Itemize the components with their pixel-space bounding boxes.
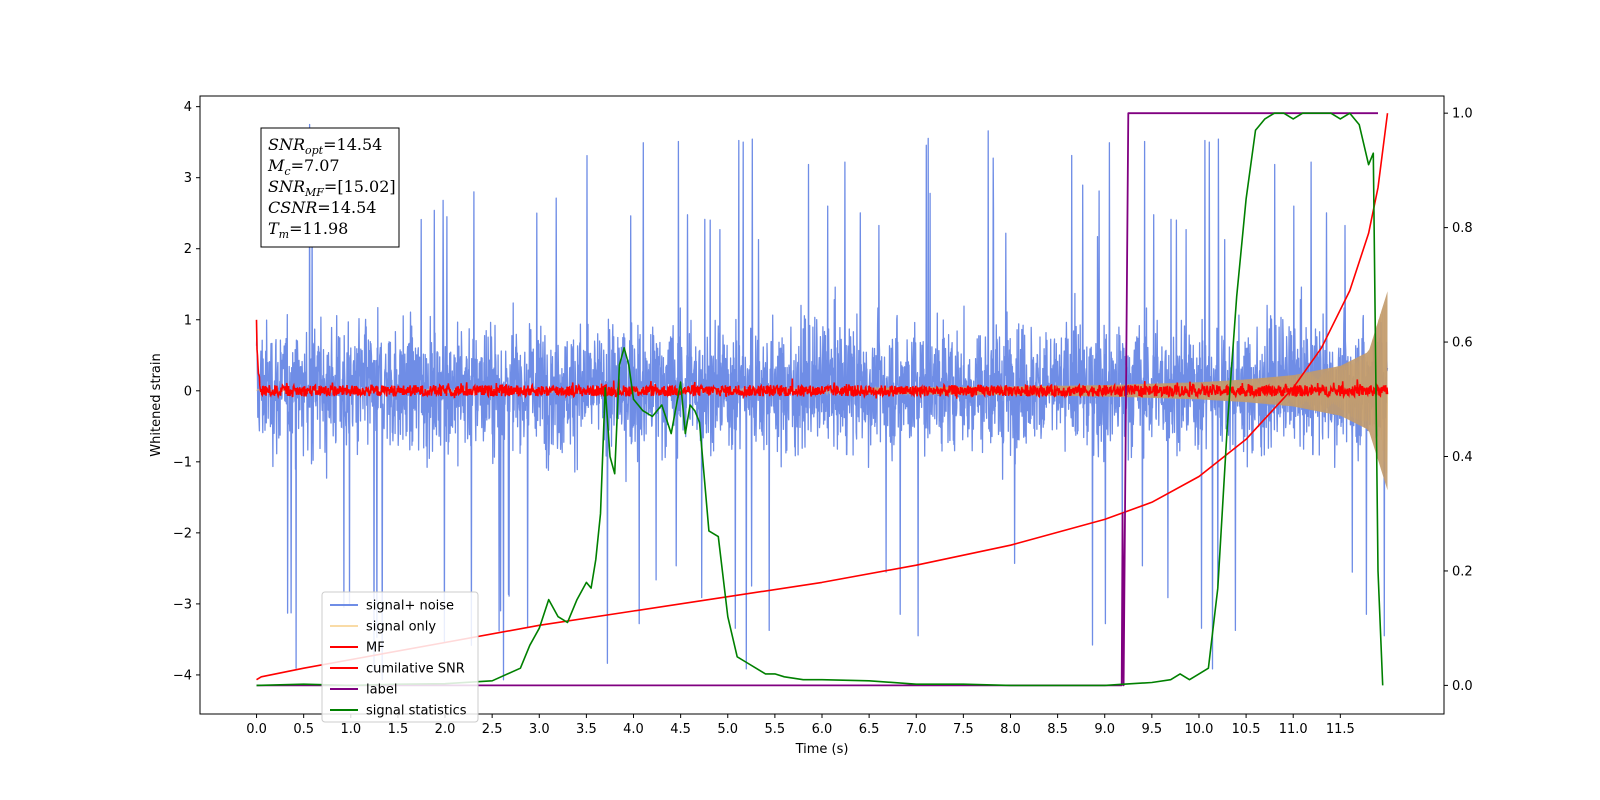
legend-label: label: [366, 683, 397, 698]
x-tick-label: 11.5: [1326, 722, 1355, 737]
x-tick-label: 4.0: [623, 722, 644, 737]
series-label: [256, 112, 1378, 687]
y-axis-left: 4 3 2 1 0 −1 −2 −3 −4: [173, 100, 200, 683]
annotation-line: Mc=7.07: [267, 156, 340, 178]
annotation-value: =14.54: [323, 135, 382, 154]
annotation-line: Tm=11.98: [268, 219, 348, 241]
y-axis-right: 1.0 0.8 0.6 0.4 0.2 0.0: [1444, 107, 1473, 694]
annotation-value: =[15.02]: [324, 177, 396, 196]
x-axis: 0.0 0.5 1.0 1.5 2.0 2.5 3.0 3.5 4.0 4.5 5.0 5.5 6.0 6…: [246, 714, 1355, 737]
legend-label: cumilative SNR: [366, 662, 465, 677]
annotation-symbol: SNR: [268, 135, 305, 154]
x-tick-label: 5.5: [765, 722, 786, 737]
x-tick-label: 2.5: [482, 722, 503, 737]
x-tick-label: 8.0: [1000, 722, 1021, 737]
annotation-subscript: MF: [304, 186, 324, 199]
x-tick-label: 7.5: [953, 722, 974, 737]
x-tick-label: 11.0: [1279, 722, 1308, 737]
legend-label: signal+ noise: [366, 599, 454, 614]
legend-frame: [321, 591, 479, 723]
y-tick-label-left: −1: [173, 455, 192, 470]
y-tick-label-right: 0.2: [1452, 564, 1473, 579]
x-tick-label: 10.0: [1184, 722, 1213, 737]
x-tick-label: 1.0: [340, 722, 361, 737]
x-tick-label: 6.0: [812, 722, 833, 737]
annotation-line: SNRopt=14.54: [268, 135, 382, 157]
annotation-value: =14.54: [317, 198, 376, 217]
y-tick-label-left: 1: [184, 313, 192, 328]
x-tick-label: 0.0: [246, 722, 267, 737]
x-tick-label: 10.5: [1232, 722, 1261, 737]
x-tick-label: 5.0: [717, 722, 738, 737]
annotation-line: CSNR=14.54: [268, 198, 376, 217]
y-tick-label-left: −3: [173, 597, 192, 612]
annotation-value: =11.98: [289, 219, 348, 238]
x-tick-label: 7.0: [906, 722, 927, 737]
annotation-symbol: SNR: [268, 177, 305, 196]
x-tick-label: 0.5: [293, 722, 314, 737]
annotation-line: SNRMF=[15.02]: [268, 177, 396, 199]
y-axis-label: Whitened strain: [149, 353, 164, 456]
y-tick-label-left: 4: [184, 100, 192, 115]
y-tick-label-left: −4: [173, 668, 192, 683]
annotation-value: =7.07: [291, 156, 340, 175]
x-tick-label: 9.0: [1094, 722, 1115, 737]
x-tick-label: 1.5: [388, 722, 409, 737]
y-tick-label-left: −2: [173, 526, 192, 541]
legend-label: MF: [366, 641, 385, 656]
legend: signal+ noise signal only MF cumilative SNR…: [321, 591, 479, 723]
annotation-symbol: CSNR: [268, 198, 317, 217]
y-tick-label-right: 1.0: [1452, 107, 1473, 122]
x-tick-label: 4.5: [670, 722, 691, 737]
annotation-box: SNRopt=14.54Mc=7.07SNRMF=[15.02]CSNR=14.…: [260, 127, 400, 248]
x-tick-label: 6.5: [859, 722, 880, 737]
y-tick-label-right: 0.0: [1452, 679, 1473, 694]
y-tick-label-right: 0.6: [1452, 336, 1473, 351]
x-tick-label: 9.5: [1142, 722, 1163, 737]
y-tick-label-right: 0.8: [1452, 221, 1473, 236]
annotation-symbol: M: [267, 156, 285, 175]
x-tick-label: 2.0: [435, 722, 456, 737]
y-tick-label-left: 3: [184, 171, 192, 186]
x-tick-label: 3.5: [576, 722, 597, 737]
legend-label: signal statistics: [366, 704, 467, 719]
x-axis-label: Time (s): [795, 742, 849, 757]
annotation-subscript: opt: [305, 144, 324, 157]
y-tick-label-left: 2: [184, 242, 192, 257]
x-tick-label: 8.5: [1047, 722, 1068, 737]
annotation-subscript: m: [279, 228, 289, 241]
series-mf: [255, 319, 1389, 400]
series-signal-statistics: [256, 112, 1384, 687]
annotation-symbol: T: [268, 219, 280, 238]
y-tick-label-left: 0: [184, 384, 192, 399]
annotation-frame: [260, 127, 400, 248]
x-tick-label: 3.0: [529, 722, 550, 737]
legend-label: signal only: [366, 620, 436, 635]
annotation-subscript: c: [284, 165, 290, 178]
y-tick-label-right: 0.4: [1452, 450, 1473, 465]
